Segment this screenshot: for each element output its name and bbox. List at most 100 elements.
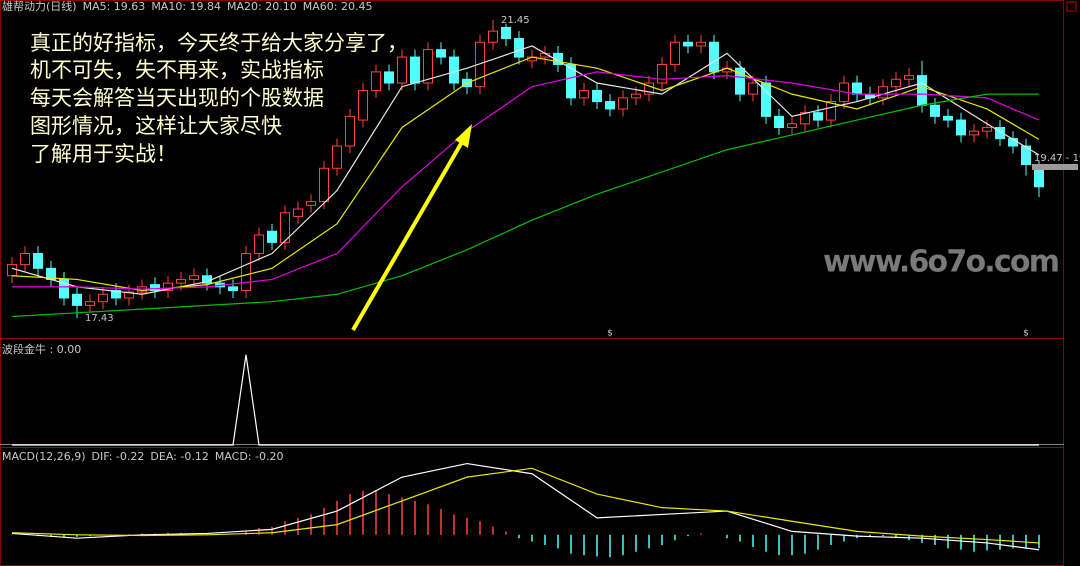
series-line — [11, 45, 1040, 295]
watermark: www.6o7o.com — [823, 245, 1060, 280]
candle-body — [7, 264, 17, 277]
candle-body — [189, 275, 199, 280]
legend-entry: MA60: 20.45 — [303, 0, 373, 13]
series-line — [11, 93, 1039, 318]
candle-body — [20, 253, 30, 266]
annotation-line: 了解用于实战！ — [30, 142, 177, 166]
series-line — [11, 467, 1040, 544]
signal-marker: $ — [607, 329, 613, 339]
candle-body — [943, 115, 953, 121]
candle-body — [332, 145, 342, 169]
panel-title: 波段金牛 : 0.00 — [2, 342, 81, 356]
annotation-line: 机不可失，失不再来，实战指标 — [30, 58, 324, 82]
candle-body — [592, 89, 602, 103]
candle-body — [852, 82, 862, 95]
candle-body — [553, 52, 563, 65]
annotation-line: 每天会解答当天出现的个股数据 — [30, 86, 324, 110]
candle-body — [566, 63, 576, 99]
candle-body — [267, 230, 277, 243]
legend-entry: MACD: -0.20 — [215, 450, 284, 463]
candle-body — [111, 290, 121, 299]
low-label: 17.43 — [85, 313, 114, 324]
high-label: 21.45 — [501, 15, 530, 26]
candle-body — [449, 56, 459, 84]
candle-body — [163, 282, 173, 292]
candle-body — [345, 115, 355, 147]
candle-body — [995, 126, 1005, 140]
candle-body — [800, 112, 810, 125]
candle-body — [735, 67, 745, 95]
legend-entry: MA5: 19.63 — [83, 0, 146, 13]
candle-body — [85, 301, 95, 306]
candle-body — [878, 86, 888, 99]
candle-body — [319, 167, 329, 203]
arrow-shaft — [351, 140, 464, 332]
series-line — [12, 354, 1039, 446]
series-line — [12, 71, 1040, 290]
candle-body — [631, 93, 641, 99]
candle-body — [514, 38, 524, 58]
candle-body — [280, 212, 290, 243]
candle-body — [124, 291, 134, 299]
candle-body — [228, 286, 238, 292]
candle-body — [306, 201, 316, 206]
candle-body — [657, 63, 667, 84]
candle-body — [98, 293, 108, 303]
candle-body — [488, 30, 498, 43]
panel-title: 雄帮动力(日线) — [2, 0, 77, 13]
panel-icon — [1066, 1, 1077, 12]
candle-body — [254, 234, 264, 255]
candle-body — [33, 253, 43, 269]
arrow-head — [455, 124, 472, 148]
annotation-line: 图形情况，这样让大家尽快 — [30, 114, 282, 138]
legend-entry: MA20: 20.10 — [227, 0, 297, 13]
candle-body — [72, 293, 82, 306]
candle-body — [605, 101, 615, 110]
candle-body — [683, 41, 693, 47]
candle-body — [410, 56, 420, 84]
candle-body — [644, 82, 654, 95]
last-price-label: 19.47 - 19. — [1034, 153, 1080, 164]
candle-body — [59, 278, 69, 299]
candle-body — [956, 119, 966, 136]
candle-body — [423, 49, 433, 84]
candle-body — [176, 278, 186, 284]
legend-entry: MA10: 19.84 — [151, 0, 221, 13]
candle-body — [384, 71, 394, 84]
candle-body — [891, 78, 901, 88]
candle-body — [748, 82, 758, 95]
candle-body — [1021, 145, 1031, 166]
candle-body — [696, 41, 706, 47]
candle-body — [982, 126, 992, 132]
candle-body — [371, 71, 381, 91]
legend-entry: DEA: -0.12 — [150, 450, 208, 463]
price-marker — [1032, 164, 1078, 170]
candle-body — [826, 101, 836, 121]
candle-body — [241, 253, 251, 292]
candle-body — [1034, 167, 1044, 188]
candle-body — [774, 115, 784, 128]
series-line — [11, 56, 1040, 292]
candle-body — [358, 89, 368, 121]
candle-body — [618, 97, 628, 110]
candle-body — [904, 75, 914, 80]
candle-body — [293, 208, 303, 217]
annotation-line: 真正的好指标，今天终于给大家分享了， — [30, 31, 408, 55]
candle-body — [813, 112, 823, 121]
candle-body — [969, 130, 979, 136]
candle-body — [150, 284, 160, 292]
panel-title: MACD(12,26,9) — [2, 450, 86, 463]
candle-body — [501, 26, 511, 40]
legend-entry: DIF: -0.22 — [92, 450, 145, 463]
candle-body — [579, 89, 589, 99]
candle-body — [436, 49, 446, 58]
series-line — [11, 462, 1040, 551]
candle-body — [709, 41, 719, 73]
candle-body — [475, 41, 485, 88]
signal-marker: $ — [1023, 329, 1029, 339]
candle-body — [670, 41, 680, 65]
candle-body — [761, 82, 771, 117]
candle-body — [787, 123, 797, 128]
